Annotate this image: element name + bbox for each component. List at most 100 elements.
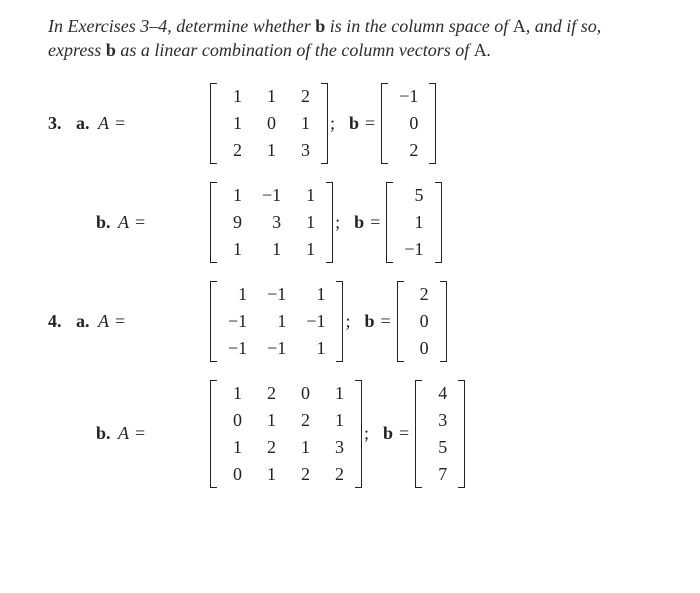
instr-end: .	[487, 40, 492, 60]
eq-sign: =	[393, 423, 415, 444]
cell: −1	[218, 308, 257, 335]
instr-A2: A	[474, 40, 487, 60]
b-var: b	[364, 311, 374, 332]
cell: 1	[296, 335, 335, 362]
cell: 5	[423, 434, 457, 461]
instr-A: A	[513, 16, 526, 36]
cell: 5	[394, 182, 433, 209]
instr-mid2: is in the column space of	[325, 16, 512, 36]
problem-4b-row: b. A = 1201 0121 1213 0122 ; b =	[48, 380, 652, 488]
cell: 2	[286, 461, 320, 488]
part-3b: b.	[96, 212, 118, 233]
cell: 1	[320, 380, 354, 407]
cell: 0	[405, 308, 439, 335]
lead-3a: 3. a. A =	[48, 113, 210, 134]
num-3: 3.	[48, 113, 76, 134]
cell: 1	[218, 83, 252, 110]
cell: 1	[286, 434, 320, 461]
b-var: b	[354, 212, 364, 233]
instr-b2: b	[106, 40, 116, 60]
cell: 2	[286, 407, 320, 434]
bracket-right-icon	[434, 182, 442, 263]
bracket-right-icon	[428, 83, 436, 164]
cell: 3	[423, 407, 457, 434]
A-var: A	[98, 113, 109, 134]
instr-mid4: as a linear combination of the column ve…	[116, 40, 474, 60]
instr-pre: In Exercises	[48, 16, 140, 36]
cell: 0	[218, 461, 252, 488]
vector-b-4a: 2 0 0	[397, 281, 447, 362]
num-4: 4.	[48, 311, 76, 332]
bracket-left-icon	[210, 281, 218, 362]
eq-sign: =	[359, 113, 381, 134]
cell: −1	[218, 335, 257, 362]
cell: 1	[296, 281, 335, 308]
vector-b-3a-table: −1 0 2	[389, 83, 428, 164]
matrix-A-4a-table: 1−11 −11−1 −1−11	[218, 281, 335, 362]
cell: 1	[218, 110, 252, 137]
part-3a: a.	[76, 113, 98, 134]
math-4b: 1201 0121 1213 0122 ; b = 4 3 5 7	[210, 380, 465, 488]
lead-4a: 4. a. A =	[48, 311, 210, 332]
bracket-left-icon	[210, 182, 218, 263]
vector-b-3a: −1 0 2	[381, 83, 436, 164]
A-var: A	[118, 423, 129, 444]
cell: 1	[320, 407, 354, 434]
cell: 2	[218, 137, 252, 164]
semicolon: ;	[362, 423, 373, 444]
problem-3a-row: 3. a. A = 112 101 213 ; b =	[48, 83, 652, 164]
matrix-A-4b: 1201 0121 1213 0122	[210, 380, 362, 488]
instr-b1: b	[315, 16, 325, 36]
matrix-A-4b-table: 1201 0121 1213 0122	[218, 380, 354, 488]
cell: 2	[389, 137, 428, 164]
semicolon: ;	[333, 212, 344, 233]
bracket-left-icon	[210, 83, 218, 164]
eq-sign: =	[129, 212, 151, 233]
cell: 0	[218, 407, 252, 434]
cell: 0	[286, 380, 320, 407]
cell: 2	[320, 461, 354, 488]
cell: 3	[320, 434, 354, 461]
instr-range: 3–4,	[140, 16, 172, 36]
A-var: A	[118, 212, 129, 233]
vector-b-4b: 4 3 5 7	[415, 380, 465, 488]
cell: 1	[252, 461, 286, 488]
cell: 1	[218, 434, 252, 461]
cell: −1	[296, 308, 335, 335]
bracket-right-icon	[354, 380, 362, 488]
cell: −1	[389, 83, 428, 110]
b-var: b	[349, 113, 359, 134]
part-4b: b.	[96, 423, 118, 444]
problem-4a-row: 4. a. A = 1−11 −11−1 −1−11 ; b =	[48, 281, 652, 362]
cell: 1	[218, 182, 252, 209]
b-var: b	[383, 423, 393, 444]
part-4a: a.	[76, 311, 98, 332]
matrix-A-3b-table: 1−11 931 111	[218, 182, 325, 263]
eq-sign: =	[109, 311, 131, 332]
cell: −1	[394, 236, 433, 263]
page: In Exercises 3–4, determine whether b is…	[0, 0, 700, 488]
cell: 4	[423, 380, 457, 407]
cell: 2	[252, 380, 286, 407]
matrix-A-4a: 1−11 −11−1 −1−11	[210, 281, 343, 362]
cell: 1	[394, 209, 433, 236]
bracket-left-icon	[210, 380, 218, 488]
cell: 3	[252, 209, 291, 236]
matrix-A-3b: 1−11 931 111	[210, 182, 333, 263]
lead-3b: b. A =	[48, 212, 210, 233]
matrix-A-3a: 112 101 213	[210, 83, 328, 164]
semicolon: ;	[328, 113, 339, 134]
cell: 1	[252, 83, 286, 110]
cell: 1	[252, 236, 291, 263]
problem-3b-row: b. A = 1−11 931 111 ; b = 5	[48, 182, 652, 263]
bracket-right-icon	[325, 182, 333, 263]
cell: 1	[286, 110, 320, 137]
instructions: In Exercises 3–4, determine whether b is…	[48, 14, 652, 63]
cell: −1	[252, 182, 291, 209]
math-3b: 1−11 931 111 ; b = 5 1 −1	[210, 182, 442, 263]
cell: 9	[218, 209, 252, 236]
semicolon: ;	[343, 311, 354, 332]
cell: 1	[218, 281, 257, 308]
vector-b-3b: 5 1 −1	[386, 182, 441, 263]
eq-sign: =	[109, 113, 131, 134]
